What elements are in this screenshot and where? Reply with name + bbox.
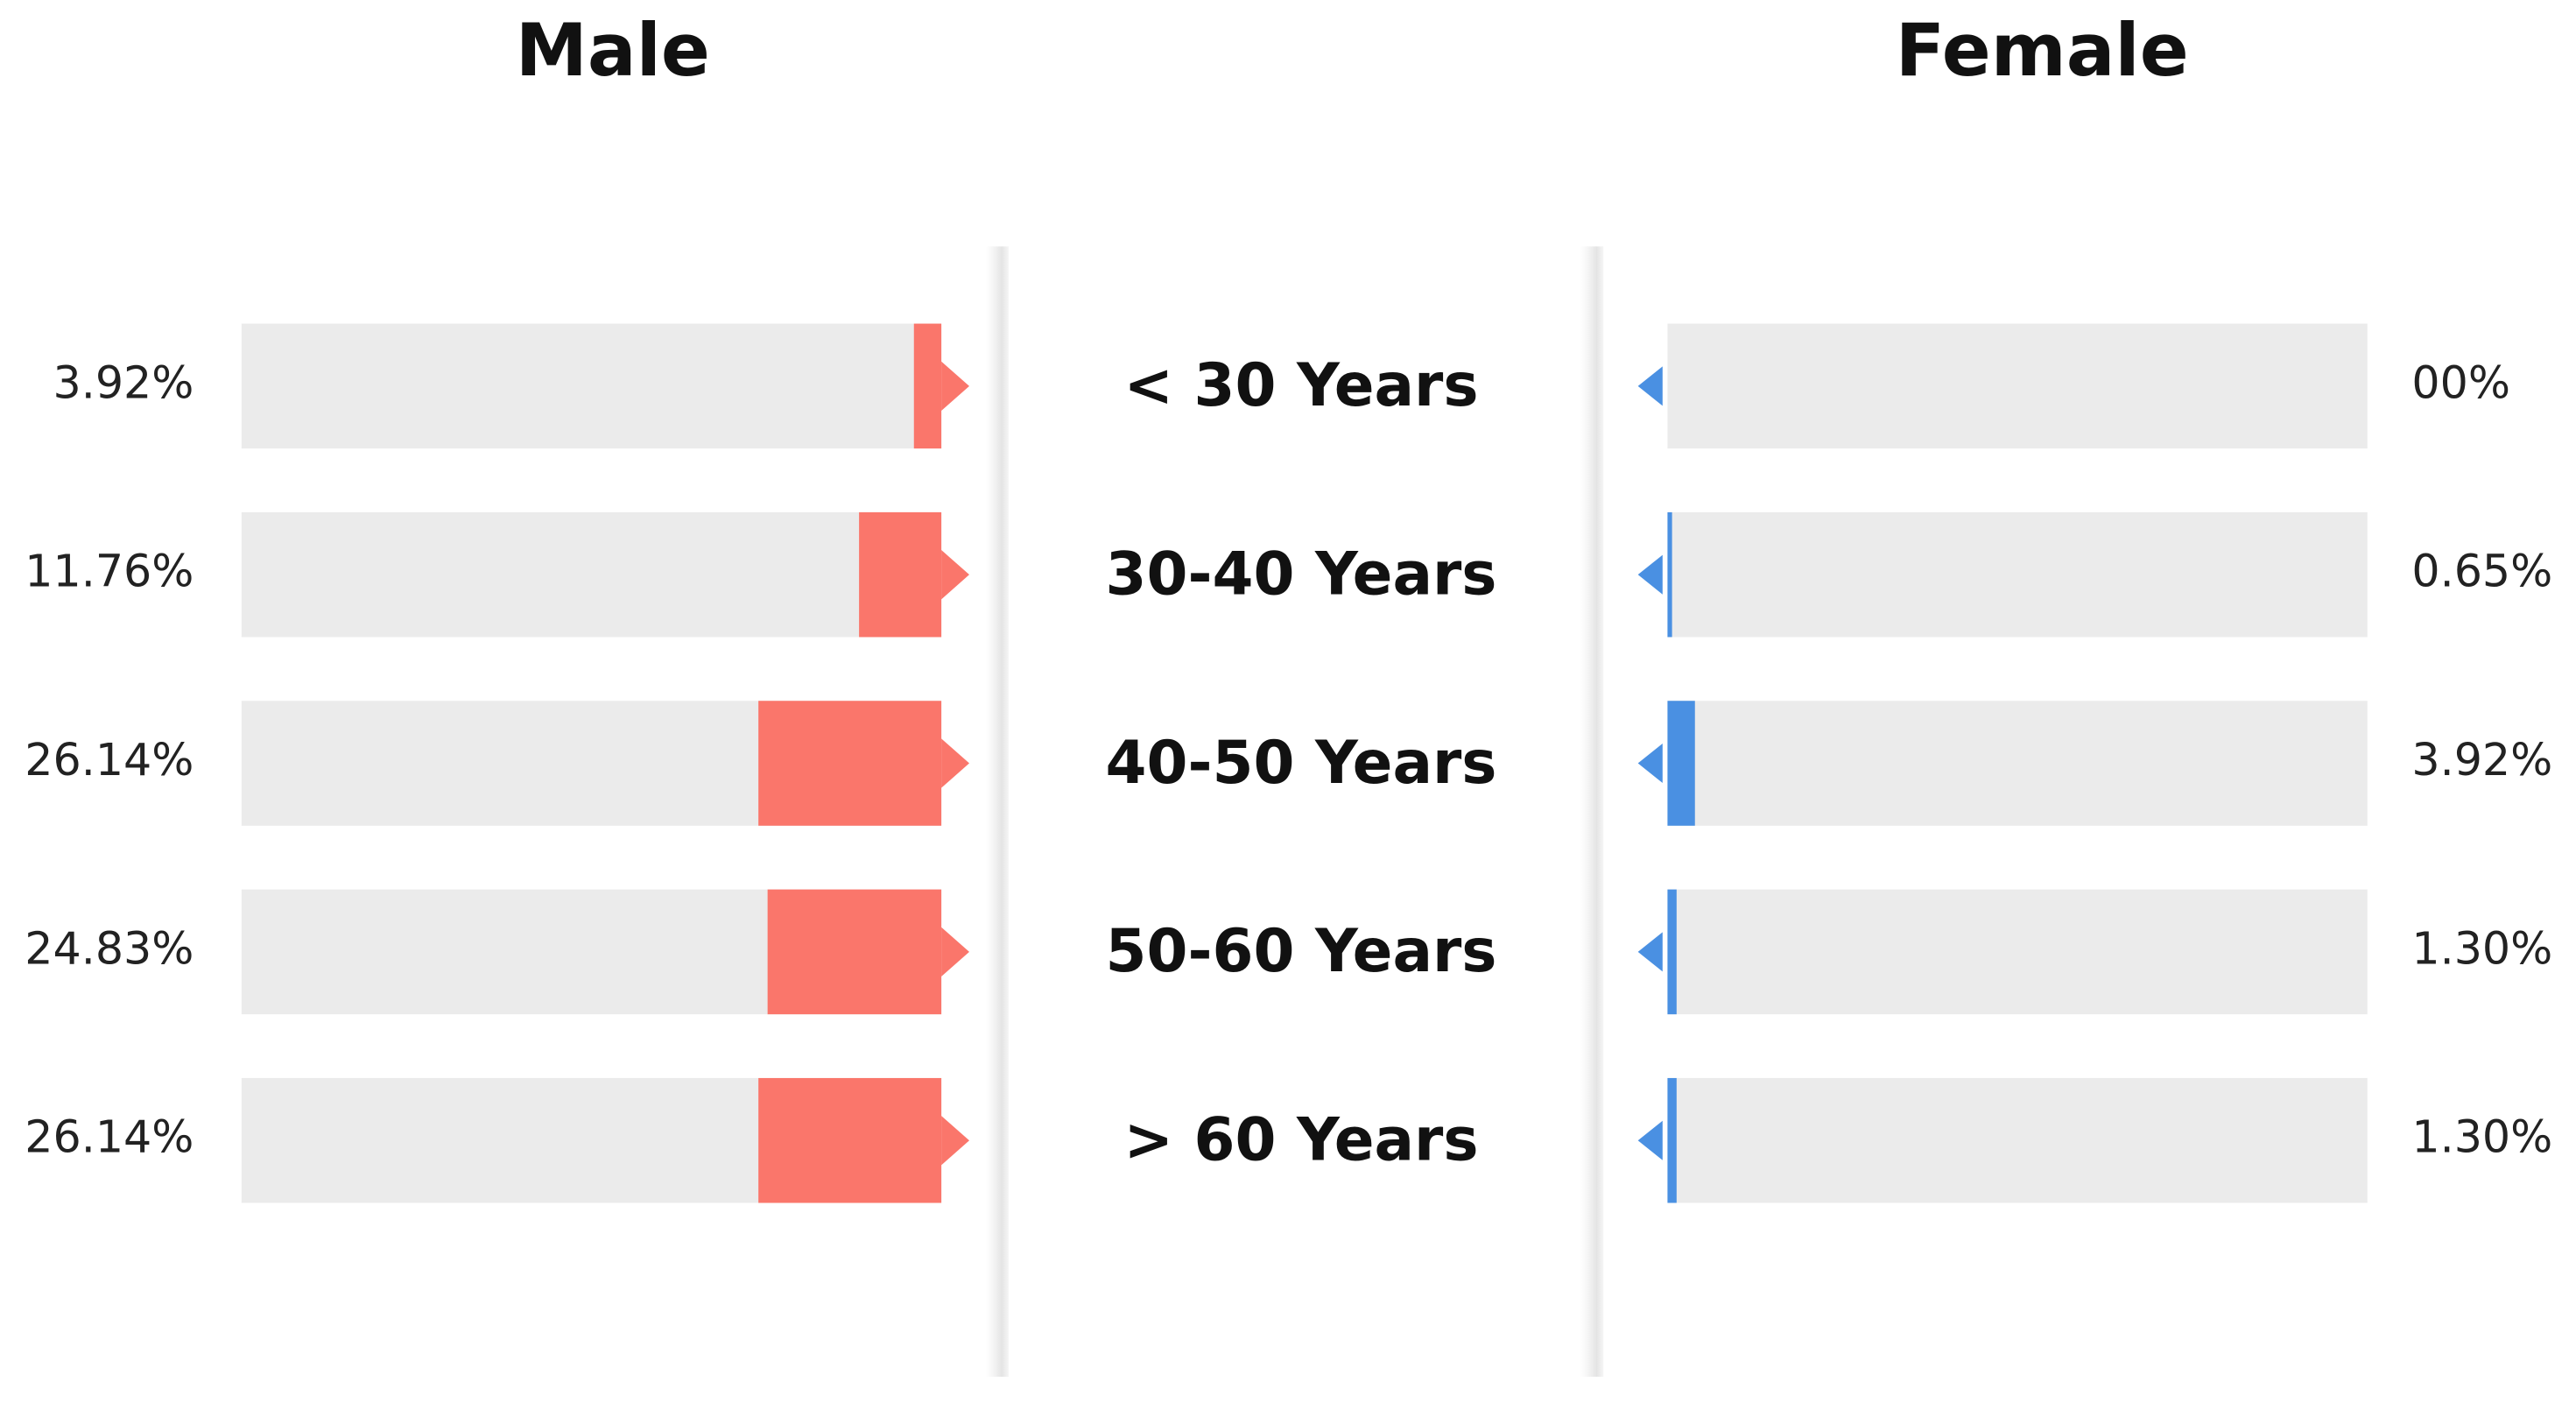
track bbox=[1667, 701, 2368, 826]
bar bbox=[859, 511, 942, 638]
value-label: 1.30% bbox=[2411, 922, 2552, 974]
category-label: > 60 Years bbox=[1123, 1105, 1478, 1174]
pointer bbox=[1637, 1120, 1663, 1160]
category-label: 40-50 Years bbox=[1106, 728, 1497, 797]
pointer bbox=[941, 927, 970, 977]
value-label: 0.65% bbox=[2411, 546, 2552, 597]
bar bbox=[758, 701, 942, 826]
bar bbox=[758, 1077, 942, 1203]
track bbox=[1667, 511, 2368, 638]
value-label: 24.83% bbox=[25, 922, 194, 974]
bar bbox=[1667, 1077, 1677, 1203]
female-title: Female bbox=[1896, 9, 2189, 93]
pointer bbox=[1637, 366, 1663, 406]
pointer bbox=[1637, 744, 1663, 784]
track bbox=[1667, 323, 2368, 449]
bar bbox=[1667, 511, 1672, 638]
track bbox=[241, 323, 942, 449]
track bbox=[1667, 889, 2368, 1015]
category-label: < 30 Years bbox=[1123, 350, 1478, 419]
pointer bbox=[941, 1116, 970, 1166]
bar bbox=[1667, 889, 1677, 1015]
category-label: 50-60 Years bbox=[1106, 916, 1497, 985]
value-label: 11.76% bbox=[25, 546, 194, 597]
bar bbox=[767, 889, 942, 1015]
pointer bbox=[1637, 932, 1663, 972]
value-label: 26.14% bbox=[25, 1111, 194, 1163]
pointer bbox=[941, 361, 970, 411]
track bbox=[241, 511, 942, 638]
value-label: 26.14% bbox=[25, 734, 194, 786]
value-label: 00% bbox=[2411, 356, 2510, 408]
category-label: 30-40 Years bbox=[1106, 539, 1497, 608]
divider bbox=[985, 246, 1010, 1377]
track bbox=[1667, 1077, 2368, 1203]
male-title: Male bbox=[516, 9, 710, 93]
bar bbox=[1667, 701, 1695, 826]
pointer bbox=[1637, 554, 1663, 595]
bar bbox=[913, 323, 942, 449]
value-label: 1.30% bbox=[2411, 1111, 2552, 1163]
divider bbox=[1580, 246, 1604, 1377]
pointer bbox=[941, 738, 970, 788]
value-label: 3.92% bbox=[53, 356, 194, 408]
pointer bbox=[941, 550, 970, 600]
value-label: 3.92% bbox=[2411, 734, 2552, 786]
